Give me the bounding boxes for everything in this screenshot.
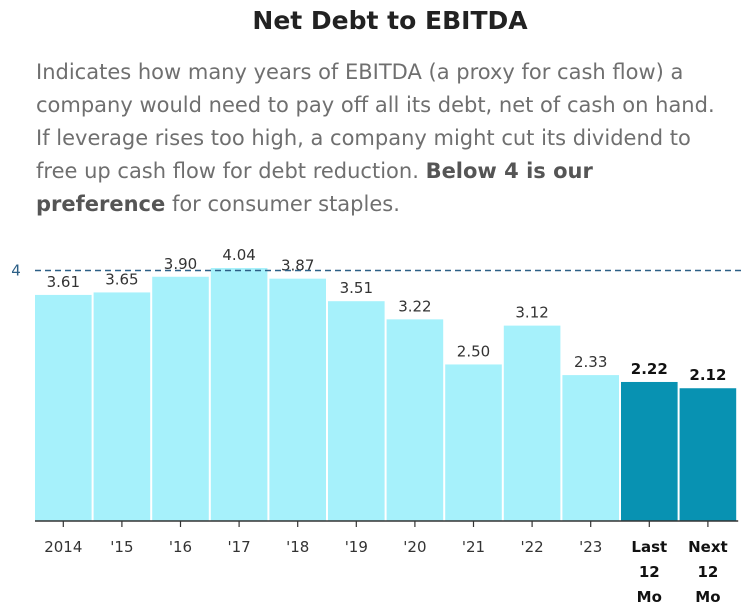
x-axis-layer: 2014 '15 '16 '17 '18 '19 '20 '21 '22 '23 Last 12 Mo N… bbox=[35, 520, 739, 606]
bar-7 bbox=[445, 364, 502, 521]
x-tick-label-10: Last 12 Mo bbox=[631, 538, 667, 606]
value-label-1: 3.65 bbox=[105, 270, 138, 288]
value-label-7: 2.50 bbox=[457, 342, 490, 360]
value-label-11: 2.12 bbox=[689, 366, 726, 384]
reference-line-label: 4 bbox=[11, 262, 21, 280]
value-label-0: 3.61 bbox=[47, 273, 80, 291]
x-tick-label-3: '17 bbox=[227, 538, 250, 556]
bar-10 bbox=[621, 381, 678, 521]
bar-4 bbox=[269, 278, 326, 521]
x-tick-label-0: 2014 bbox=[44, 538, 82, 556]
subtitle-emphasis: Below 4 is our preference bbox=[36, 159, 593, 216]
bar-1 bbox=[93, 292, 151, 521]
x-tick-label-11: Next 12 Mo bbox=[688, 538, 728, 606]
x-tick-label-9: '23 bbox=[579, 538, 602, 556]
bar-0 bbox=[35, 294, 92, 521]
x-tick-label-5: '19 bbox=[345, 538, 368, 556]
bar-2 bbox=[152, 276, 209, 521]
bar-5 bbox=[328, 301, 385, 521]
value-label-2: 3.90 bbox=[164, 255, 197, 273]
bar-3 bbox=[210, 268, 268, 521]
chart-subtitle: Indicates how many years of EBITDA (a pr… bbox=[36, 56, 726, 221]
bars-layer bbox=[35, 268, 737, 521]
value-label-4: 3.87 bbox=[281, 257, 314, 275]
value-label-5: 3.51 bbox=[340, 279, 373, 297]
bar-6 bbox=[386, 319, 444, 521]
x-tick-label-4: '18 bbox=[286, 538, 309, 556]
chart-title: Net Debt to EBITDA bbox=[252, 6, 528, 35]
bar-9 bbox=[562, 375, 619, 521]
subtitle-text-end: for consumer staples. bbox=[165, 192, 400, 216]
bar-8 bbox=[503, 325, 561, 521]
value-label-9: 2.33 bbox=[574, 353, 607, 371]
x-tick-label-8: '22 bbox=[520, 538, 543, 556]
x-tick-label-2: '16 bbox=[169, 538, 192, 556]
x-tick-label-1: '15 bbox=[110, 538, 133, 556]
value-label-8: 3.12 bbox=[515, 304, 548, 322]
x-tick-label-7: '21 bbox=[462, 538, 485, 556]
value-label-6: 3.22 bbox=[398, 297, 431, 315]
bar-11 bbox=[679, 388, 737, 521]
value-label-3: 4.04 bbox=[222, 246, 255, 264]
value-labels-layer: 3.61 3.65 3.90 4.04 3.87 3.51 3.22 2.50 3.12 2.33… bbox=[47, 246, 727, 384]
x-tick-label-6: '20 bbox=[403, 538, 426, 556]
value-label-10: 2.22 bbox=[631, 360, 668, 378]
subtitle-text: Indicates how many years of EBITDA (a pr… bbox=[36, 60, 715, 183]
reference-line-layer: 4 bbox=[11, 262, 742, 280]
